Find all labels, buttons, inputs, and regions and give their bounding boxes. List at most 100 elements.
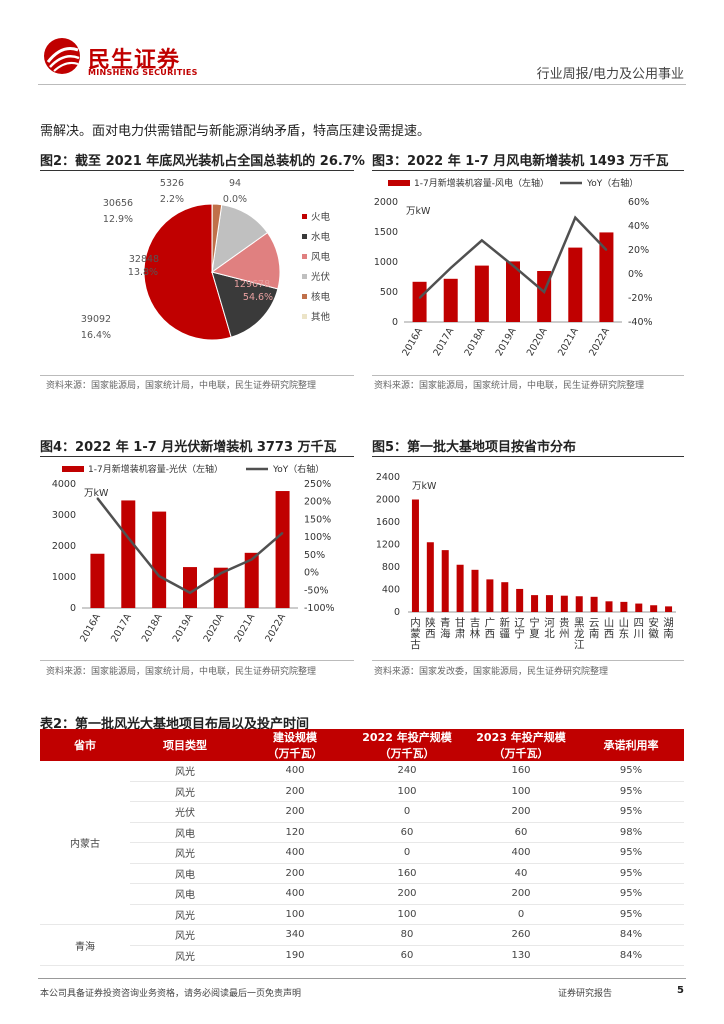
intro-paragraph: 需解决。面对电力供需错配与新能源消纳矛盾，特高压建设需提速。 <box>40 124 431 139</box>
y-tick-label: 1500 <box>374 227 398 238</box>
type-cell: 光伏 <box>130 801 240 823</box>
utilization-cell: 84% <box>578 945 684 966</box>
bar-2021A <box>244 552 259 608</box>
fig2-title-rule <box>40 170 354 171</box>
x-tick-label: 甘肃 <box>455 616 466 640</box>
pie-legend-swatch-2 <box>302 254 307 259</box>
table-row: 风光 100 100 0 95% <box>40 904 684 925</box>
cap2023-cell: 40 <box>464 863 578 884</box>
header-build-scale-line2: （万千瓦） <box>267 747 323 760</box>
pie-slice-0 <box>143 203 232 341</box>
bar-2017A <box>121 500 136 608</box>
bar-云南 <box>590 596 598 612</box>
report-section: 行业周报/电力及公用事业 <box>536 67 684 82</box>
unit-label: 万kW <box>406 206 431 217</box>
pie-legend-swatch-5 <box>302 314 307 319</box>
legend-line-label: YoY（右轴） <box>586 177 638 189</box>
scale-cell: 400 <box>240 842 350 864</box>
pie-legend-swatch-4 <box>302 294 307 299</box>
pie-pct-label-0: 54.6% <box>243 292 273 303</box>
y2-tick-label: -20% <box>628 293 653 304</box>
province-cell: 内蒙古 <box>40 761 130 925</box>
y-tick-label: 1000 <box>374 257 398 268</box>
pie-slice-3 <box>211 204 269 274</box>
table-header-row: 省市 项目类型 建设规模 （万千瓦） 2022 年投产规模 （万千瓦） 2023… <box>40 729 684 761</box>
x-tick-label: 四川 <box>634 617 645 640</box>
pie-value-label-1: 39092 <box>81 314 111 325</box>
table-row: 风光 400 0 400 95% <box>40 842 684 864</box>
legend-line-label: YoY（右轴） <box>272 463 324 475</box>
brand-english-name: MINSHENG SECURITIES <box>88 68 198 77</box>
yoy-point-1 <box>449 267 452 269</box>
bar-四川 <box>635 603 643 612</box>
pie-slice-1 <box>211 271 279 338</box>
cap2022-cell: 100 <box>350 904 464 925</box>
cap2023-cell: 200 <box>464 883 578 905</box>
bar-2016A <box>90 553 105 608</box>
x-tick-label: 2016A <box>400 326 425 358</box>
table2: 省市 项目类型 建设规模 （万千瓦） 2022 年投产规模 （万千瓦） 2023… <box>40 729 684 966</box>
cap2022-cell: 240 <box>350 761 464 782</box>
pie-value-label-3: 30656 <box>103 198 133 209</box>
brand-name: 民生证券 <box>88 48 181 73</box>
y-tick-label: 0 <box>70 603 76 614</box>
yoy-point-4 <box>543 291 545 293</box>
y-tick-label: 0 <box>392 317 398 328</box>
x-tick-label: 2016A <box>78 612 103 644</box>
cap2022-cell: 60 <box>350 945 464 966</box>
header-divider <box>38 84 686 85</box>
utilization-cell: 95% <box>578 904 684 925</box>
bar-新疆 <box>501 582 509 612</box>
pie-legend-swatch-3 <box>302 274 307 279</box>
pie-legend-label-5: 其他 <box>311 311 331 323</box>
province-cell: 青海 <box>40 924 130 966</box>
pie-legend-swatch-1 <box>302 234 307 239</box>
bar-湖南 <box>665 606 673 612</box>
x-tick-label: 新疆 <box>500 616 511 640</box>
scale-cell: 200 <box>240 863 350 884</box>
y2-tick-label: -100% <box>304 603 335 614</box>
x-tick-label: 2022A <box>587 326 612 358</box>
y2-tick-label: 60% <box>628 197 649 208</box>
x-tick-label: 内蒙古 <box>410 616 421 651</box>
yoy-point-3 <box>189 591 191 594</box>
cap2022-cell: 0 <box>350 842 464 864</box>
x-tick-label: 2022A <box>263 612 288 644</box>
scale-cell: 120 <box>240 822 350 843</box>
type-cell: 风光 <box>130 842 240 864</box>
bar-2018A <box>152 511 167 608</box>
x-tick-label: 2017A <box>109 612 134 644</box>
bar-陕西 <box>426 542 434 612</box>
pie-legend-swatch-0 <box>302 214 307 219</box>
x-tick-label: 2019A <box>494 326 519 358</box>
fig3-wind-chart: 1-7月新增装机容量-风电（左轴） YoY（右轴） 万kW 0 500 1000 1500 2… <box>374 177 653 358</box>
fig4-title: 图4：2022 年 1-7 月光伏新增装机 3773 万千瓦 <box>40 440 337 455</box>
pie-legend-label-1: 水电 <box>311 231 331 243</box>
scale-cell: 400 <box>240 883 350 905</box>
bar-吉林 <box>471 569 479 612</box>
x-tick-label: 广西 <box>485 617 496 640</box>
minsheng-logo-icon <box>44 38 80 74</box>
pie-pct-label-2: 13.8% <box>128 267 158 278</box>
bar-河北 <box>545 595 553 612</box>
bar-2022A <box>599 232 614 322</box>
pie-pct-label-1: 16.4% <box>81 330 111 341</box>
header-2023-line1: 2023 年投产规模 <box>476 731 566 744</box>
scale-cell: 340 <box>240 924 350 946</box>
x-tick-label: 2021A <box>556 326 581 358</box>
table2-title: 表2：第一批风光大基地项目布局以及投产时间 <box>40 717 310 732</box>
header-2022-line2: （万千瓦） <box>379 747 435 760</box>
y2-tick-label: 50% <box>304 550 325 561</box>
fig3-source-rule <box>372 375 684 376</box>
fig3-title: 图3：2022 年 1-7 月风电新增装机 1493 万千瓦 <box>372 154 669 169</box>
y2-tick-label: 100% <box>304 532 331 543</box>
y2-tick-label: 200% <box>304 497 331 508</box>
fig4-title-rule <box>40 456 354 457</box>
fig3-title-rule <box>372 170 684 171</box>
x-tick-label: 安徽 <box>648 616 659 640</box>
bar-黑龙江 <box>575 596 583 612</box>
bar-2019A <box>183 567 197 608</box>
x-tick-label: 2020A <box>525 326 550 358</box>
cap2022-cell: 160 <box>350 863 464 884</box>
table-row: 风电 400 200 200 95% <box>40 883 684 905</box>
